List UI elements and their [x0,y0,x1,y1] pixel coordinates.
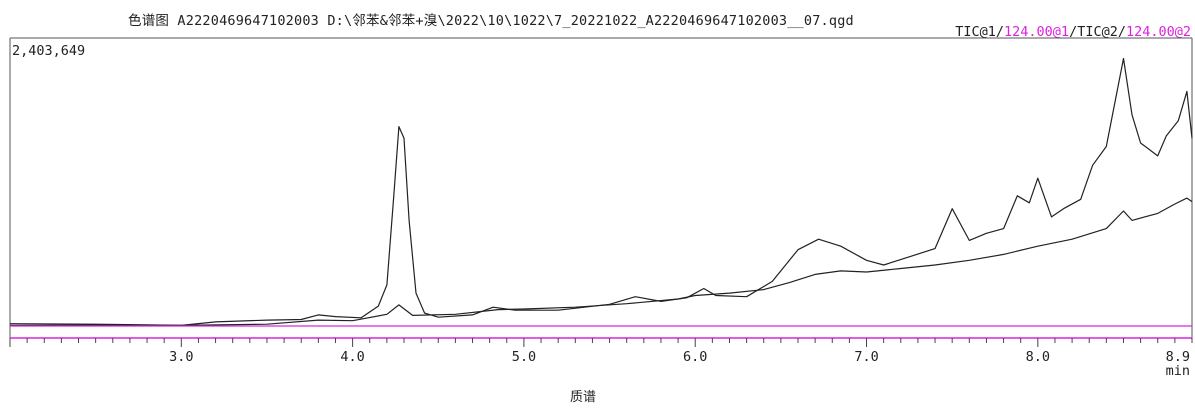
x-tick-label: 5.0 [512,349,536,365]
legend-mz2: 124.00@2 [1125,24,1191,40]
footer-label: 质谱 [570,390,597,405]
x-tick-label: 3.0 [169,349,193,365]
chart-title: 色谱图 A2220469647102003 D:\邻苯&邻苯+溴\2022\10… [128,13,854,29]
legend-tic1: TIC@1/ [955,24,1005,40]
x-tick-label: 7.0 [854,349,878,365]
y-max-label: 2,403,649 [12,43,86,59]
trace-tic-2 [9,197,1193,326]
trace-legend: TIC@1/124.00@1/TIC@2/124.00@2 [955,24,1191,40]
trace-tic-1 [9,57,1193,326]
x-tick-label: 8.9 [1166,349,1190,365]
x-tick-label: 8.0 [1026,349,1050,365]
x-unit-label: min [1166,363,1190,379]
x-tick-label: 4.0 [340,349,364,365]
x-tick-label: 6.0 [683,349,707,365]
legend-mz1: 124.00@1 [1004,24,1070,40]
legend-tic2: /TIC@2/ [1069,24,1126,40]
